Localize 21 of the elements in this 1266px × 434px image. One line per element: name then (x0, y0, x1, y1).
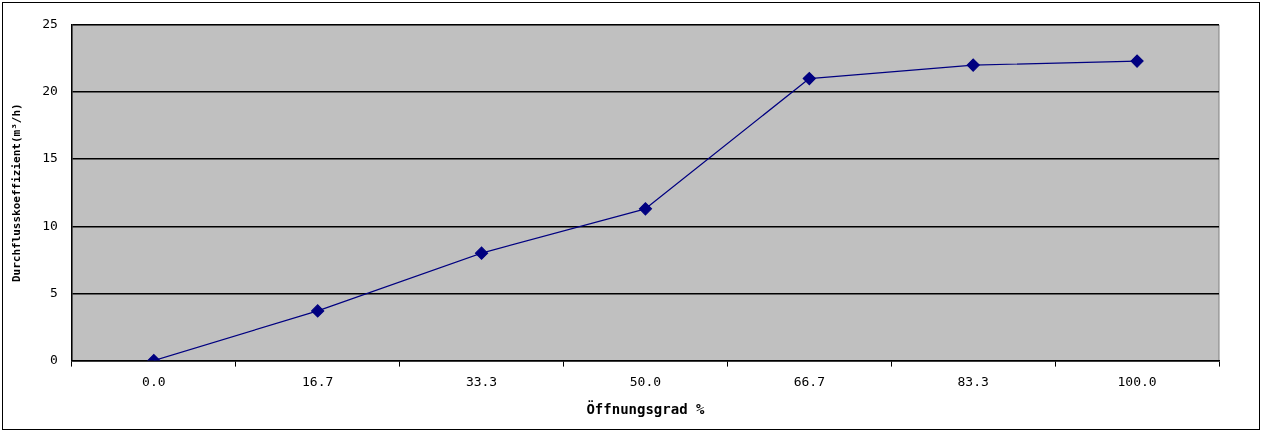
x-tick-label: 83.3 (957, 373, 989, 389)
y-tick-label: 25 (42, 16, 58, 32)
x-tick-label: 16.7 (302, 373, 334, 389)
y-tick-label: 5 (50, 284, 58, 300)
y-tick-label: 0 (50, 351, 58, 367)
point (966, 58, 980, 72)
x-tick-label: 33.3 (465, 373, 498, 389)
y-axis-title: Durchflusskoeffizient(m³/h) (10, 103, 24, 283)
x-tick-label: 50.0 (629, 373, 662, 389)
point (474, 246, 489, 260)
point (1130, 54, 1144, 68)
point (638, 202, 653, 216)
x-tick-label: 0.0 (142, 373, 166, 389)
x-tick-label: 66.7 (793, 373, 825, 389)
point (802, 71, 816, 86)
x-tick-label: 100.0 (1117, 373, 1157, 389)
x-axis-title: Öffnungsgrad % (586, 400, 705, 418)
y-tick-label: 10 (42, 217, 58, 233)
y-tick-label: 20 (42, 83, 58, 99)
y-tick-label: 15 (42, 150, 58, 166)
point (311, 304, 325, 318)
